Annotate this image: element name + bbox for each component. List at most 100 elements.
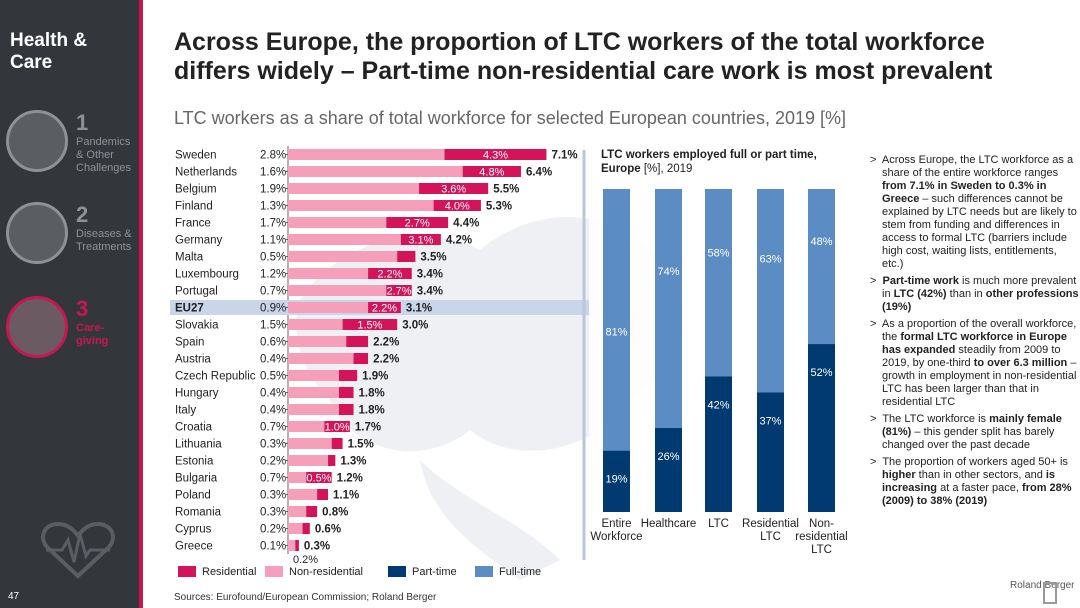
country-bar-chart: Sweden 2.8% 4.3% 7.1% Netherlands 1.6% 4.8% 6.4…	[170, 146, 590, 566]
non-residential-value-label: 4.8%	[479, 167, 504, 179]
residential-bar	[386, 217, 449, 228]
non-residential-bar	[288, 404, 339, 415]
country-label: Belgium	[175, 184, 217, 196]
country-label: Finland	[175, 201, 213, 213]
category-label: Healthcare	[641, 518, 697, 530]
non-residential-value-label: 2.2%	[377, 269, 402, 281]
residential-value-label: 1.1%	[260, 235, 286, 247]
sidebar: Health & Care 1 Pandemics & Other Challe…	[0, 0, 143, 608]
non-residential-value-label: 2.7%	[386, 286, 411, 298]
part-time-bar	[757, 392, 784, 512]
key-findings: > Across Europe, the LTC workforce as a …	[870, 154, 1080, 512]
residential-bar	[368, 268, 412, 279]
country-label: France	[175, 218, 211, 230]
map-shape	[420, 460, 560, 580]
part-time-bar	[655, 428, 682, 512]
residential-value-label: 0.3%	[260, 490, 286, 502]
legend-label: Non-residential	[289, 566, 363, 578]
residential-bar	[338, 404, 354, 415]
residential-value-label: 0.4%	[260, 405, 286, 417]
non-residential-bar	[288, 166, 463, 177]
residential-value-label: 0.9%	[260, 303, 286, 315]
residential-value-label: 0.5%	[260, 252, 286, 264]
sidebar-item-diseases[interactable]: 2 Diseases & Treatments	[6, 202, 136, 272]
finding-bullet: > Across Europe, the LTC workforce as a …	[870, 154, 1077, 270]
residential-bar	[302, 523, 310, 534]
finding-bullet: > As a proportion of the overall workfor…	[870, 318, 1077, 408]
part-time-value-label: 37%	[759, 415, 781, 427]
residential-value-label: 0.5%	[260, 371, 286, 383]
non-residential-bar	[288, 217, 387, 228]
residential-value-label: 0.1%	[260, 541, 286, 553]
disease-icon	[6, 202, 68, 264]
residential-value-label: 1.7%	[260, 218, 286, 230]
country-label: Portugal	[175, 286, 218, 298]
full-time-value-label: 58%	[707, 247, 729, 259]
category-label: Entire	[601, 518, 631, 530]
residential-bar	[295, 540, 299, 551]
residential-bar	[386, 285, 412, 296]
residential-bar	[331, 438, 343, 449]
non-residential-bar	[288, 387, 339, 398]
residential-bar	[342, 319, 398, 330]
chart-subtitle: LTC workers as a share of total workforc…	[174, 108, 846, 128]
pandemic-icon	[6, 110, 68, 172]
residential-bar	[368, 302, 401, 313]
total-value-label: 5.5%	[493, 184, 519, 196]
residential-bar	[306, 472, 332, 483]
fulltime-parttime-chart: LTC workers employed full or part time, E…	[582, 146, 861, 560]
total-value-label: 1.8%	[359, 405, 385, 417]
sidebar-item-caregiving[interactable]: 3 Care-giving	[6, 296, 136, 366]
sidebar-item-label: Diseases & Treatments	[76, 228, 132, 253]
total-value-label: 2.2%	[373, 337, 399, 349]
total-value-label: 4.2%	[446, 235, 472, 247]
residential-bar	[400, 234, 441, 245]
total-value-label: 1.3%	[340, 456, 366, 468]
legend-swatch	[475, 566, 493, 577]
residential-bar	[462, 166, 521, 177]
country-label: Sweden	[175, 150, 217, 162]
non-residential-bar	[288, 421, 325, 432]
country-label: Czech Republic	[175, 371, 256, 383]
legend-label: Residential	[202, 566, 256, 578]
sidebar-accent	[139, 0, 143, 608]
category-label: Residential	[742, 518, 799, 530]
residential-value-label: 2.8%	[260, 150, 286, 162]
non-residential-value-label: 2.7%	[405, 218, 430, 230]
legend-swatch	[265, 566, 283, 577]
non-residential-bar	[288, 234, 401, 245]
residential-value-label: 0.6%	[260, 337, 286, 349]
residential-bar	[444, 149, 547, 160]
residential-value-label: 1.5%	[260, 320, 286, 332]
country-label: Romania	[175, 507, 222, 519]
residential-value-label: 1.9%	[260, 184, 286, 196]
residential-value-label: 1.6%	[260, 167, 286, 179]
sidebar-item-number: 1	[76, 110, 89, 135]
inset-chart-title: LTC workers employed full or part time,	[601, 149, 817, 161]
full-time-bar	[603, 189, 630, 451]
legend-label: Full-time	[499, 566, 541, 578]
total-value-label: 3.4%	[417, 269, 443, 281]
page-title: Across Europe, the proportion of LTC wor…	[174, 28, 993, 85]
non-residential-value-label: 1.0%	[325, 422, 350, 434]
sidebar-item-pandemics[interactable]: 1 Pandemics & Other Challenges	[6, 110, 136, 180]
legend-swatch	[388, 566, 406, 577]
full-time-value-label: 48%	[810, 236, 832, 248]
country-label: EU27	[175, 303, 204, 315]
country-label: Lithuania	[175, 439, 222, 451]
part-time-value-label: 42%	[707, 399, 729, 411]
caregiving-icon	[6, 296, 68, 358]
country-label: Poland	[175, 490, 211, 502]
finding-bullet: > The proportion of workers aged 50+ is …	[870, 456, 1072, 507]
residential-bar	[397, 251, 416, 262]
total-value-label: 1.8%	[359, 388, 385, 400]
non-residential-bar	[288, 285, 387, 296]
country-label: Hungary	[175, 388, 219, 400]
non-residential-bar	[288, 472, 307, 483]
non-residential-bar	[288, 302, 369, 313]
non-residential-bar	[288, 268, 369, 279]
non-residential-bar	[288, 455, 329, 466]
full-time-bar	[705, 189, 732, 377]
finding-bullet: > The LTC workforce is mainly female (81…	[870, 413, 1062, 451]
